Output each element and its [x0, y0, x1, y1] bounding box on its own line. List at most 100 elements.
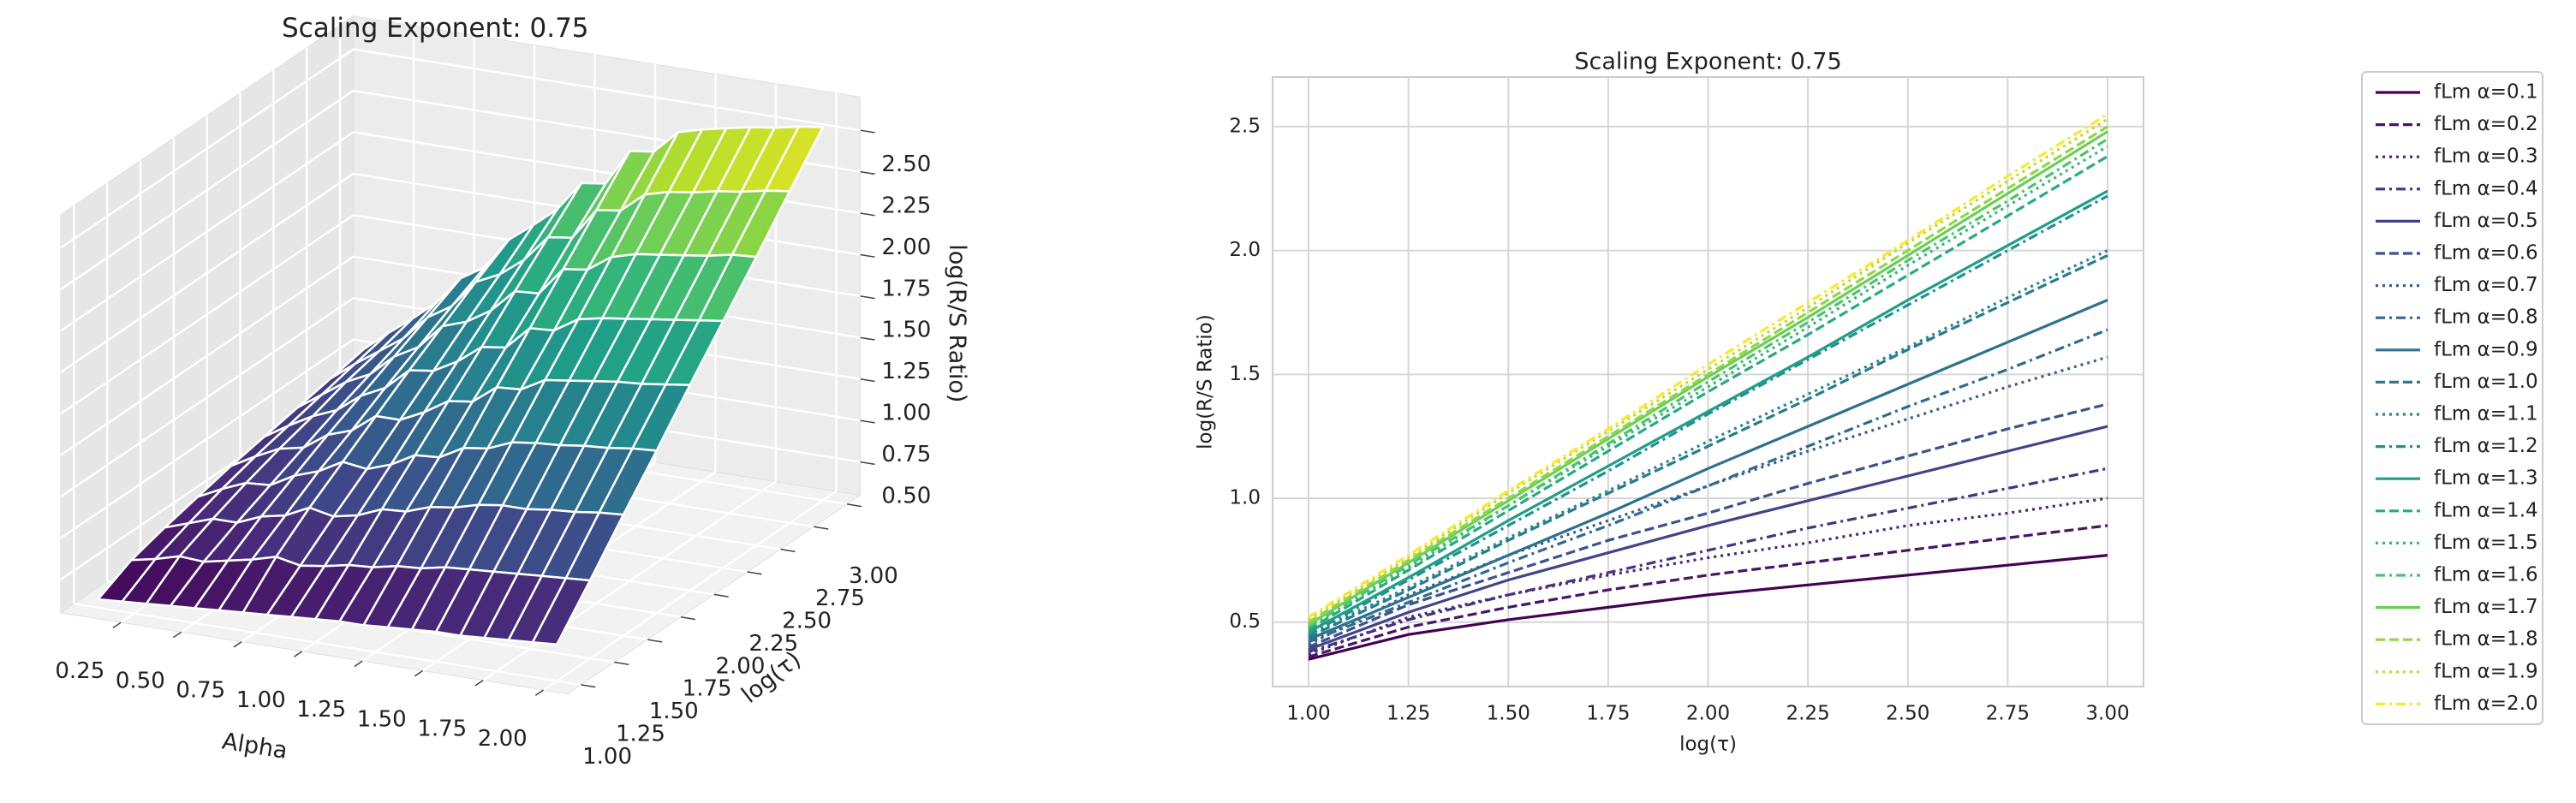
grid-line	[353, 48, 861, 132]
series-line	[1308, 299, 2108, 641]
tick-mark	[233, 640, 242, 648]
grid-line	[60, 338, 355, 539]
legend-label: fLm α=1.7	[2434, 596, 2538, 618]
tick-mark	[534, 689, 545, 696]
tick-mark	[747, 571, 762, 575]
series-line	[1308, 497, 2108, 656]
x-tick-label: 1.75	[1586, 703, 1630, 725]
x-tick-label: 0.25	[55, 658, 104, 684]
tick-mark	[860, 295, 875, 300]
grid-line	[60, 89, 355, 291]
x-tick-label: 1.50	[1487, 703, 1530, 725]
x-tick-label: 0.50	[116, 668, 165, 693]
series-line	[1308, 194, 2108, 636]
legend-label: fLm α=0.2	[2434, 113, 2538, 135]
legend-label: fLm α=1.1	[2434, 403, 2538, 425]
chart-title: Scaling Exponent: 0.75	[1574, 49, 1841, 75]
legend-label: fLm α=0.4	[2434, 177, 2538, 199]
y-tick-label: 2.50	[782, 609, 832, 634]
tick-mark	[860, 129, 875, 134]
tick-mark	[354, 660, 363, 668]
legend-label: fLm α=1.9	[2434, 660, 2538, 682]
legend-label: fLm α=0.8	[2434, 306, 2538, 329]
tick-mark	[846, 503, 862, 508]
z-tick-label: 0.75	[881, 442, 931, 467]
x-axis-label: log(τ)	[1679, 734, 1737, 756]
grid-line	[74, 603, 581, 687]
legend-label: fLm α=1.2	[2434, 435, 2538, 457]
z-tick-label: 2.25	[881, 193, 931, 218]
series-line	[1308, 328, 2108, 644]
legend-label: fLm α=2.0	[2434, 693, 2538, 715]
tick-mark	[614, 661, 629, 665]
tick-mark	[860, 212, 875, 217]
y-axis-label: log(R/S Ratio)	[1195, 314, 1217, 449]
legend-label: fLm α=0.1	[2434, 81, 2538, 104]
series-line	[1308, 524, 2108, 658]
tick-mark	[780, 548, 796, 553]
y-tick-label: 2.5	[1229, 115, 1261, 137]
tick-mark	[647, 639, 663, 643]
x-axis-label: Alpha	[220, 728, 289, 764]
grid-line	[60, 131, 355, 332]
tick-mark	[860, 253, 875, 258]
x-tick-label: 1.00	[1286, 703, 1330, 725]
series-line	[1308, 253, 2108, 639]
tick-mark	[860, 419, 875, 424]
y-tick-label: 0.5	[1229, 610, 1261, 633]
tick-mark	[581, 684, 596, 688]
z-tick-label: 2.00	[881, 235, 931, 260]
legend-label: fLm α=0.9	[2434, 338, 2538, 360]
tick-mark	[474, 680, 484, 687]
y-tick-label: 1.75	[683, 676, 732, 702]
series-line	[1308, 145, 2108, 628]
grid-line	[60, 214, 355, 415]
series-line	[1308, 402, 2108, 649]
series-line	[1308, 155, 2108, 631]
y-tick-label: 1.25	[616, 721, 665, 746]
legend-label: fLm α=0.6	[2434, 242, 2538, 265]
legend-label: fLm α=0.7	[2434, 274, 2538, 296]
series-line	[1308, 130, 2108, 626]
legend-label: fLm α=1.8	[2434, 628, 2538, 651]
legend-label: fLm α=1.3	[2434, 467, 2538, 490]
z-tick-label: 1.75	[881, 276, 931, 301]
series-line	[1308, 189, 2108, 633]
y-tick-label: 2.0	[1229, 239, 1261, 261]
x-tick-label: 1.75	[417, 717, 467, 742]
tick-mark	[713, 593, 729, 598]
tick-mark	[173, 631, 182, 639]
legend-label: fLm α=1.5	[2434, 532, 2538, 554]
tick-mark	[680, 616, 695, 621]
y-tick-label: 2.00	[715, 653, 765, 679]
x-tick-label: 2.00	[1686, 703, 1730, 725]
grid-line	[60, 172, 355, 373]
y-tick-label: 2.75	[815, 586, 865, 611]
series-line	[1308, 467, 2108, 654]
grid-line	[60, 48, 355, 249]
tick-mark	[860, 461, 875, 466]
series-line	[1308, 113, 2108, 619]
tick-mark	[860, 170, 875, 175]
y-tick-label: 1.00	[582, 744, 632, 770]
y-tick-label: 1.5	[1229, 363, 1261, 385]
x-tick-label: 2.50	[1886, 703, 1929, 725]
tick-mark	[112, 622, 122, 629]
grid-line	[60, 297, 355, 498]
legend-box	[2361, 71, 2543, 725]
x-tick-label: 1.25	[296, 697, 346, 723]
x-tick-label: 1.00	[236, 687, 286, 713]
series-line	[1308, 554, 2108, 661]
y-tick-label: 1.0	[1229, 487, 1261, 509]
grid-line	[60, 255, 355, 456]
legend-label: fLm α=1.6	[2434, 564, 2538, 586]
y-tick-label: 2.25	[748, 631, 798, 657]
y-tick-label: 3.00	[849, 563, 898, 589]
x-tick-label: 2.25	[1786, 703, 1830, 725]
series-line	[1308, 125, 2108, 624]
tick-mark	[414, 669, 424, 677]
legend-label: fLm α=0.5	[2434, 210, 2538, 232]
tick-mark	[814, 526, 829, 530]
